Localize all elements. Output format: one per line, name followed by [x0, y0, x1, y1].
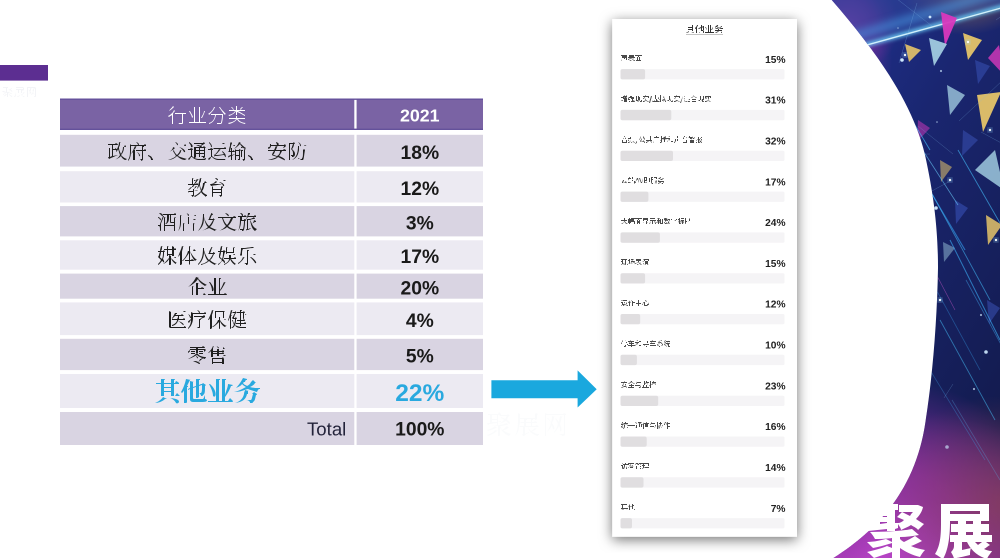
svg-text:5%: 5%	[406, 347, 434, 368]
svg-text:4%: 4%	[406, 311, 434, 332]
svg-text:32%: 32%	[765, 136, 785, 147]
svg-text:20%: 20%	[401, 278, 440, 299]
svg-text:31%: 31%	[765, 96, 785, 107]
svg-text:15%: 15%	[765, 55, 785, 66]
svg-text:12%: 12%	[401, 179, 440, 200]
svg-text:15%: 15%	[765, 259, 785, 270]
svg-text:24%: 24%	[765, 218, 785, 229]
svg-text:3%: 3%	[406, 213, 434, 234]
svg-text:22%: 22%	[395, 380, 444, 407]
svg-text:16%: 16%	[765, 422, 785, 433]
svg-text:2021: 2021	[400, 105, 440, 125]
svg-text:12%: 12%	[765, 300, 785, 311]
svg-text:10%: 10%	[765, 341, 785, 352]
svg-text:7%: 7%	[771, 504, 786, 515]
svg-text:17%: 17%	[765, 177, 785, 188]
svg-text:17%: 17%	[401, 247, 440, 268]
svg-text:23%: 23%	[765, 381, 785, 392]
svg-text:Total: Total	[307, 418, 346, 439]
svg-text:100%: 100%	[395, 420, 444, 441]
svg-text:18%: 18%	[401, 143, 440, 164]
svg-text:14%: 14%	[765, 463, 785, 474]
